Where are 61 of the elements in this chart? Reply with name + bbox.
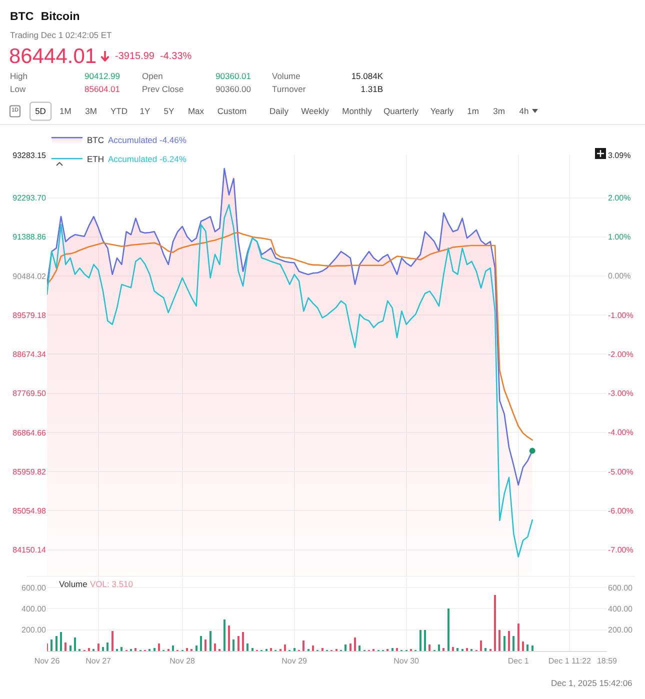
bar xyxy=(204,639,207,651)
x-tick-label: Nov 28 xyxy=(170,656,196,666)
bar xyxy=(242,632,244,651)
x-tick-label: Dec 1 xyxy=(508,656,530,666)
bar xyxy=(526,644,529,651)
bar xyxy=(232,639,235,651)
x-tick-label: Dec 1 11:22 xyxy=(548,656,592,666)
bar xyxy=(74,637,76,651)
x-tick-label: Nov 29 xyxy=(282,656,308,666)
bar xyxy=(200,636,202,651)
bar xyxy=(111,630,114,651)
bar xyxy=(428,644,431,651)
y2-tick-label: 600.00 xyxy=(608,583,634,592)
bar xyxy=(480,640,482,651)
bar xyxy=(358,646,361,651)
bar xyxy=(55,636,58,651)
bar xyxy=(419,630,422,651)
x-tick-label: Nov 26 xyxy=(34,656,60,666)
y2-tick-label: 400.00 xyxy=(608,604,634,614)
bar xyxy=(158,644,160,651)
bar xyxy=(50,639,53,651)
bar xyxy=(517,624,520,651)
bar xyxy=(349,644,352,651)
bar xyxy=(214,644,216,651)
bar xyxy=(228,626,230,651)
bar xyxy=(508,630,510,651)
bar xyxy=(172,646,174,651)
bar xyxy=(438,644,440,651)
bar xyxy=(424,630,426,651)
y-tick-label: 600.00 xyxy=(22,583,47,592)
bar xyxy=(246,644,249,651)
y-tick-label: 400.00 xyxy=(22,604,47,614)
bar xyxy=(60,632,62,651)
bar xyxy=(223,619,226,651)
bar xyxy=(237,636,240,651)
bar xyxy=(522,641,524,651)
bar xyxy=(498,630,501,651)
x-tick-label: Nov 27 xyxy=(86,656,112,666)
bar xyxy=(312,646,314,651)
bar xyxy=(209,630,212,651)
bar xyxy=(284,644,286,651)
y2-tick-label: 200.00 xyxy=(608,626,634,635)
bar xyxy=(447,608,450,651)
annotation: Volume xyxy=(59,579,88,589)
bar xyxy=(97,644,100,651)
bar xyxy=(302,640,305,651)
bar xyxy=(354,637,356,651)
x-tick-label: Nov 30 xyxy=(394,656,420,666)
bar xyxy=(69,646,72,651)
bar xyxy=(106,642,109,651)
bar xyxy=(503,636,506,651)
x-tick-label: 18:59 xyxy=(596,656,618,666)
bar xyxy=(344,644,347,651)
bar xyxy=(494,594,496,651)
bar xyxy=(531,646,534,651)
y-tick-label: 200.00 xyxy=(22,626,47,635)
bar xyxy=(195,646,198,651)
bar xyxy=(512,636,515,651)
text: Dec 1, 2025 15:42:06 xyxy=(551,678,633,688)
bar xyxy=(64,642,67,651)
annotation: VOL: 3.510 xyxy=(90,579,134,589)
